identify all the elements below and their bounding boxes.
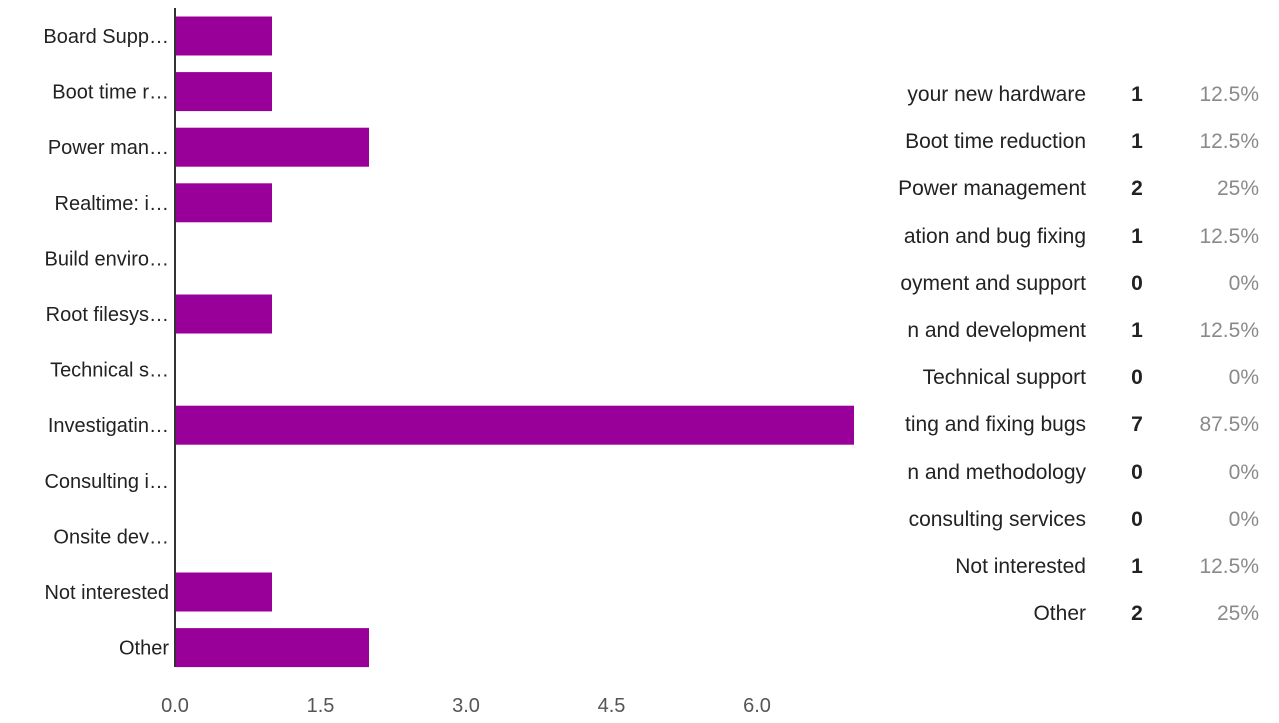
bars-group xyxy=(175,16,854,668)
summary-row-percent: 0% xyxy=(1228,507,1259,531)
y-tick-label: Onsite dev… xyxy=(53,526,169,548)
bar xyxy=(175,294,272,334)
summary-row: n and development 1 12.5% xyxy=(855,316,1279,346)
y-tick-label: Power man… xyxy=(48,137,169,159)
y-tick-label: Technical s… xyxy=(50,360,169,382)
summary-row-percent: 12.5% xyxy=(1199,130,1259,154)
summary-row-label: Technical support xyxy=(922,366,1086,390)
summary-row-percent: 87.5% xyxy=(1199,413,1259,437)
summary-row-label: Not interested xyxy=(955,555,1086,578)
summary-row-count: 2 xyxy=(1131,602,1143,626)
y-tick-labels: Board Supp… Boot time r… Power man… Realtim… xyxy=(43,26,169,660)
summary-row: your new hardware 1 12.5% xyxy=(855,80,1279,110)
summary-row-percent: 25% xyxy=(1216,177,1259,201)
summary-row: Power management 2 25% xyxy=(855,174,1279,204)
summary-row-percent: 12.5% xyxy=(1199,319,1259,342)
x-tick-label: 3.0 xyxy=(452,695,480,717)
summary-row-count: 1 xyxy=(1131,83,1143,106)
summary-row-percent: 12.5% xyxy=(1199,224,1259,248)
summary-row-percent: 0% xyxy=(1228,366,1259,390)
bar xyxy=(175,628,369,668)
summary-row-label: your new hardware xyxy=(907,83,1086,106)
summary-row-count: 0 xyxy=(1131,271,1143,295)
summary-row-percent: 25% xyxy=(1216,602,1259,626)
summary-row-count: 7 xyxy=(1131,413,1143,437)
summary-row: Not interested 1 12.5% xyxy=(855,552,1279,582)
summary-row: Boot time reduction 1 12.5% xyxy=(855,127,1279,157)
x-tick-label: 1.5 xyxy=(307,695,335,717)
summary-row-percent: 12.5% xyxy=(1199,83,1259,106)
y-tick-label: Realtime: i… xyxy=(55,193,169,215)
summary-row-label: n and methodology xyxy=(907,460,1086,484)
bar xyxy=(175,16,272,56)
summary-row-label: oyment and support xyxy=(900,271,1086,295)
summary-row-label: ation and bug fixing xyxy=(903,224,1086,248)
summary-row-label: Boot time reduction xyxy=(905,130,1086,154)
summary-row-count: 0 xyxy=(1131,507,1143,531)
y-tick-label: Consulting i… xyxy=(44,471,169,493)
summary-row: n and methodology 0 0% xyxy=(855,458,1279,488)
summary-row: ting and fixing bugs 7 87.5% xyxy=(855,410,1279,440)
x-tick-label: 6.0 xyxy=(743,695,771,717)
summary-row-count: 1 xyxy=(1131,130,1143,154)
summary-row: consulting services 0 0% xyxy=(855,505,1279,535)
x-tick-labels: 0.0 1.5 3.0 4.5 6.0 xyxy=(161,695,771,717)
summary-row-label: consulting services xyxy=(908,507,1086,531)
y-tick-label: Not interested xyxy=(44,582,169,604)
y-tick-label: Board Supp… xyxy=(43,26,169,48)
x-tick-label: 4.5 xyxy=(598,695,626,717)
summary-row: Technical support 0 0% xyxy=(855,363,1279,393)
summary-row: oyment and support 0 0% xyxy=(855,269,1279,299)
summary-row-label: Other xyxy=(1033,602,1086,626)
bar xyxy=(175,183,272,223)
summary-row-label: ting and fixing bugs xyxy=(905,413,1086,437)
summary-row-label: Power management xyxy=(898,177,1086,201)
summary-row-count: 1 xyxy=(1131,319,1143,342)
bar xyxy=(175,72,272,112)
bar xyxy=(175,572,272,612)
y-tick-label: Boot time r… xyxy=(52,82,169,104)
summary-row-count: 0 xyxy=(1131,460,1143,484)
y-tick-label: Investigatin… xyxy=(48,415,169,437)
summary-row-count: 0 xyxy=(1131,366,1143,390)
summary-row-percent: 0% xyxy=(1228,271,1259,295)
summary-row: ation and bug fixing 1 12.5% xyxy=(855,222,1279,252)
x-tick-label: 0.0 xyxy=(161,695,189,717)
bar xyxy=(175,127,369,167)
y-tick-label: Build enviro… xyxy=(44,248,169,270)
y-tick-label: Other xyxy=(119,638,169,660)
summary-row: Other 2 25% xyxy=(855,599,1279,629)
summary-row-label: n and development xyxy=(907,319,1086,342)
summary-table: your new hardware 1 12.5% Boot time reducti… xyxy=(855,0,1279,723)
bar xyxy=(175,405,854,445)
summary-row-percent: 0% xyxy=(1228,460,1259,484)
y-tick-label: Root filesys… xyxy=(46,304,169,326)
summary-row-count: 1 xyxy=(1131,555,1143,578)
summary-row-count: 2 xyxy=(1131,177,1143,201)
summary-row-count: 1 xyxy=(1131,224,1143,248)
summary-row-percent: 12.5% xyxy=(1199,555,1259,578)
